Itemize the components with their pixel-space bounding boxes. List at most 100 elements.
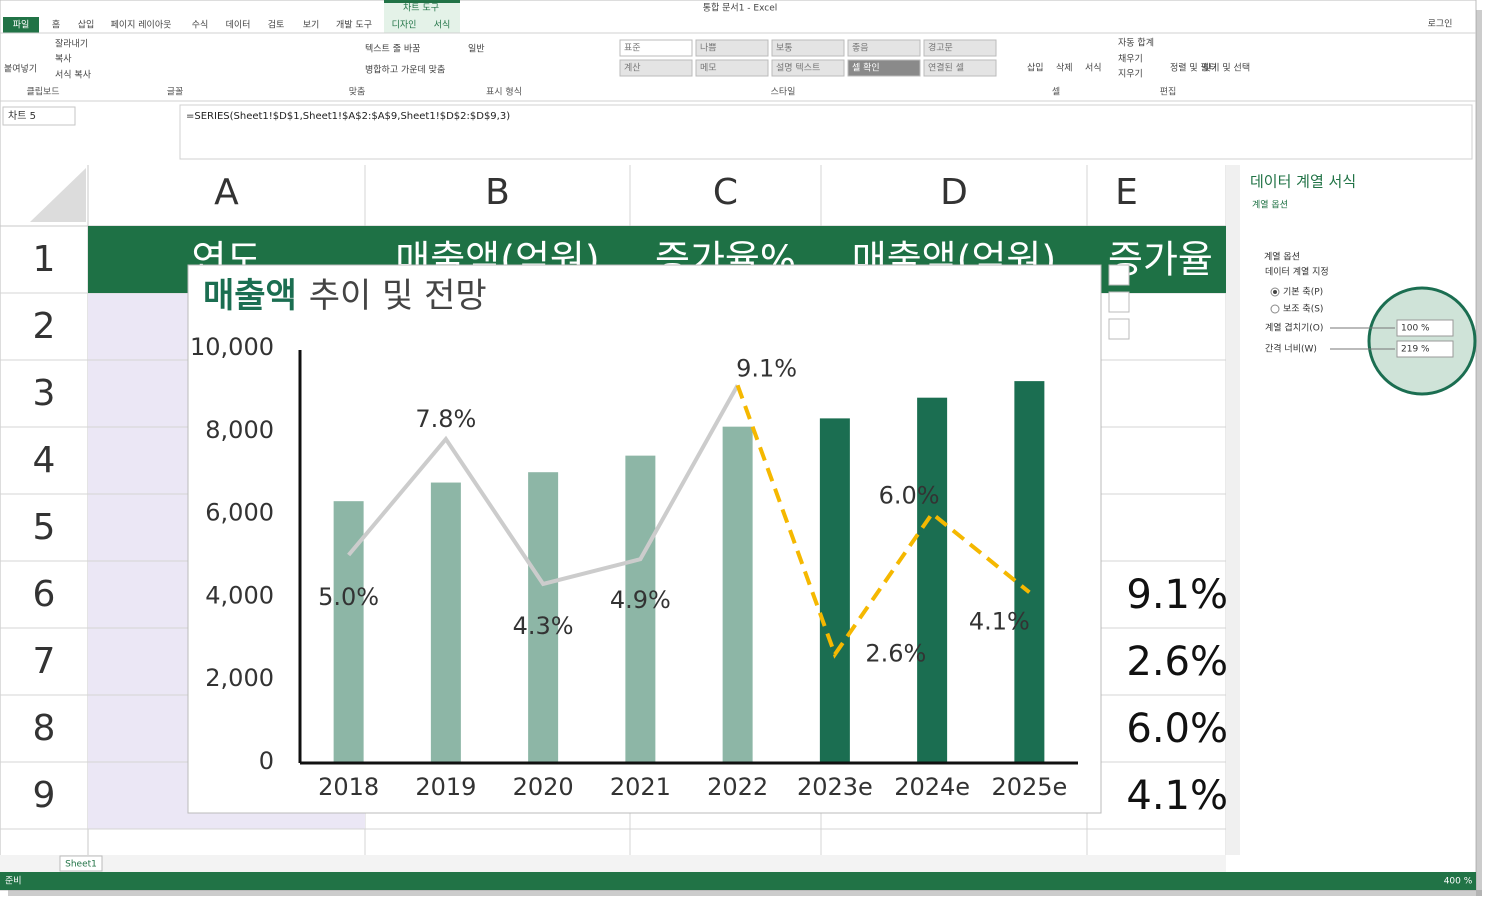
style-label: 표준: [624, 43, 641, 54]
style-cell[interactable]: [923, 59, 997, 77]
bar: [625, 455, 656, 762]
group-label: 편집: [1160, 86, 1177, 98]
style-label: 보통: [776, 43, 793, 54]
col-header: C: [713, 172, 738, 213]
ribbon-button[interactable]: 병합하고 가운데 맞춤: [365, 64, 445, 76]
chart-title-emphasis: 매출액: [203, 276, 297, 316]
ribbon-tab[interactable]: 수식: [192, 20, 209, 31]
ribbon-button[interactable]: 지우기: [1118, 69, 1143, 80]
ribbon-button[interactable]: 정렬 및 필터: [1170, 62, 1217, 74]
ribbon-tab[interactable]: 검토: [268, 19, 285, 31]
bar: [819, 418, 850, 762]
group-label: 클립보드: [26, 87, 59, 98]
chart-button[interactable]: [1108, 264, 1130, 286]
spin-value: 100 %: [1401, 324, 1430, 334]
v-scrollbar[interactable]: [1226, 165, 1240, 855]
cell-value: 9.1%: [1126, 572, 1228, 618]
status-ready: 준비: [5, 876, 22, 887]
bar: [917, 397, 948, 762]
style-cell[interactable]: [619, 59, 693, 77]
row-header: 4: [33, 440, 56, 481]
style-cell[interactable]: [771, 39, 845, 57]
data-label: 9.1%: [736, 354, 797, 382]
y-tick-label: 2,000: [205, 664, 274, 692]
ribbon-button[interactable]: 서식 복사: [55, 70, 92, 81]
name-box-text: 차트 5: [8, 110, 36, 122]
row-header: 3: [33, 373, 56, 414]
row-header: 1: [33, 239, 56, 280]
ribbon-button[interactable]: 텍스트 줄 바꿈: [365, 44, 420, 55]
status-bar: [0, 872, 1476, 890]
ribbon-button[interactable]: 채우기: [1118, 54, 1143, 65]
bar: [430, 482, 461, 762]
row-header: 5: [33, 507, 56, 548]
ribbon-tab[interactable]: 파일: [13, 20, 30, 31]
style-cell[interactable]: [847, 59, 921, 77]
data-label: 4.3%: [513, 612, 574, 640]
style-cell[interactable]: [695, 39, 769, 57]
formula-text: =SERIES(Sheet1!$D$1,Sheet1!$A$2:$A$9,She…: [186, 111, 510, 122]
ribbon-tab[interactable]: 보기: [303, 20, 320, 31]
ribbon-button[interactable]: 붙여넣기: [4, 63, 37, 75]
chart-title-gap: [297, 276, 309, 316]
bar: [528, 472, 559, 762]
ribbon-tab[interactable]: 디자인: [392, 20, 417, 31]
line: [347, 384, 740, 587]
style-label: 좋음: [852, 43, 869, 54]
status-zoom: 400 %: [1444, 877, 1473, 887]
ribbon-tab[interactable]: 서식: [434, 20, 451, 31]
data-label: 6.0%: [879, 482, 940, 510]
group-label: 표시 형식: [486, 87, 522, 98]
chart-tools-label: 차트 도구: [403, 2, 439, 14]
sheet-tab[interactable]: [59, 855, 103, 872]
style-label: 나쁨: [700, 43, 717, 54]
spin-box[interactable]: [1396, 319, 1454, 337]
chart-button[interactable]: [1108, 318, 1130, 340]
data-label: 2.6%: [865, 639, 926, 667]
x-tick-label: 2022: [707, 773, 768, 801]
ribbon-tab[interactable]: 개발 도구: [336, 20, 372, 31]
ribbon-tab[interactable]: 삽입: [78, 19, 95, 31]
select-all: [30, 168, 86, 222]
col-header: B: [485, 172, 510, 213]
row-header: 8: [33, 708, 56, 749]
radio[interactable]: [1270, 304, 1280, 314]
style-cell[interactable]: [619, 39, 693, 57]
col-header: D: [940, 172, 968, 213]
group-label: 글꼴: [167, 87, 184, 98]
ribbon-button[interactable]: 잘라내기: [55, 38, 88, 50]
ribbon-button[interactable]: 일반: [468, 44, 485, 55]
style-cell[interactable]: [847, 39, 921, 57]
ribbon-tab[interactable]: 홈: [52, 19, 60, 31]
ribbon-button[interactable]: 삽입: [1027, 62, 1044, 74]
ribbon-button[interactable]: 삭제: [1056, 63, 1073, 74]
spin-box[interactable]: [1396, 340, 1454, 358]
pane-menu[interactable]: 계열 옵션: [1252, 199, 1288, 211]
spin-value: 219 %: [1401, 345, 1430, 355]
data-label: 7.8%: [415, 405, 476, 433]
ribbon-button[interactable]: 찾기 및 선택: [1203, 62, 1250, 74]
radio-label: 기본 축(P): [1283, 287, 1323, 298]
style-cell[interactable]: [923, 39, 997, 57]
x-tick-label: 2024e: [894, 773, 970, 801]
style-cell[interactable]: [771, 59, 845, 77]
data-label: 4.1%: [969, 607, 1030, 635]
option-label: 간격 너비(W): [1265, 343, 1317, 355]
group-label: 맞춤: [349, 86, 366, 98]
col-header: A: [214, 172, 239, 213]
ribbon-button[interactable]: 서식: [1085, 63, 1102, 74]
style-label: 셀 확인: [852, 62, 880, 74]
sheet-tab-label[interactable]: Sheet1: [65, 860, 97, 870]
ribbon-button[interactable]: 복사: [55, 54, 72, 65]
x-tick-label: 2020: [513, 773, 574, 801]
name-box[interactable]: [2, 106, 76, 126]
ribbon-tab[interactable]: 페이지 레이아웃: [111, 20, 172, 31]
option-label: 계열 겹치기(O): [1265, 322, 1323, 334]
ribbon-button[interactable]: 자동 합계: [1118, 37, 1154, 49]
file-tab-bg[interactable]: [3, 17, 39, 33]
style-cell[interactable]: [695, 59, 769, 77]
ribbon-tab[interactable]: 데이터: [226, 20, 251, 31]
formula-input[interactable]: [179, 104, 1473, 160]
cell-value: 6.0%: [1126, 706, 1228, 752]
chart-button[interactable]: [1108, 291, 1130, 313]
